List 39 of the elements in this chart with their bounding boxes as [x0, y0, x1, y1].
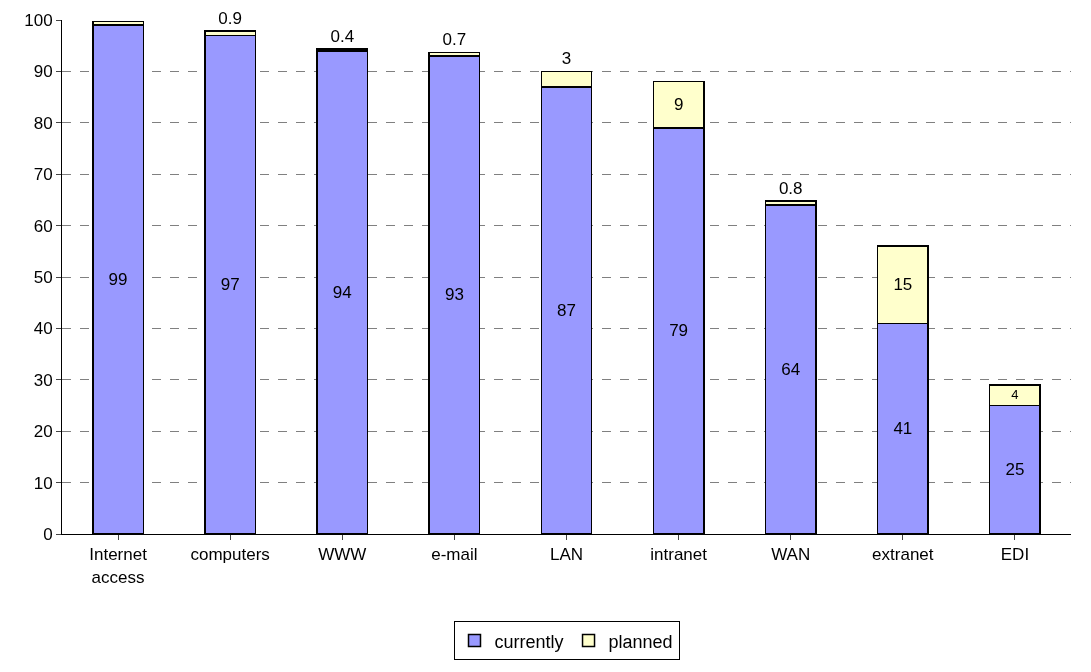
- x-tick-label: computers: [190, 545, 270, 565]
- legend-label: currently: [494, 631, 564, 652]
- y-tick-label: 70: [33, 165, 53, 185]
- data-label: 3: [561, 49, 572, 69]
- data-label: 15: [893, 275, 913, 295]
- data-label: 4: [1011, 387, 1019, 403]
- data-label: 41: [893, 419, 913, 439]
- data-label: 0.7: [442, 30, 467, 50]
- y-tick-label: 50: [33, 267, 53, 287]
- data-label: 97: [220, 275, 240, 295]
- y-tick-label: 60: [33, 216, 53, 236]
- y-tick-label: 30: [33, 370, 53, 390]
- x-tick-label: EDI: [1000, 545, 1030, 565]
- data-label: 87: [557, 300, 576, 320]
- data-label: 94: [332, 282, 352, 302]
- x-tick-label: WWW: [318, 545, 367, 565]
- data-label: 79: [669, 321, 689, 341]
- data-label: 9: [673, 95, 684, 115]
- data-label: 99: [108, 270, 128, 290]
- y-tick-label: 20: [33, 422, 53, 442]
- legend-label: planned: [608, 631, 673, 652]
- x-tick-label: e-mail: [431, 545, 478, 565]
- x-tick-label: extranet: [872, 545, 934, 565]
- data-label: 25: [1005, 460, 1025, 480]
- y-tick-label: 40: [33, 319, 53, 339]
- data-label: 0.8: [778, 178, 803, 198]
- y-tick-label: 0: [43, 524, 53, 544]
- data-label: 93: [444, 285, 464, 305]
- x-tick-label: Internet access: [89, 545, 148, 587]
- y-tick-label: 10: [33, 473, 53, 493]
- data-label: 0.9: [218, 8, 242, 28]
- y-tick-label: 100: [24, 10, 53, 30]
- y-tick-label: 90: [33, 62, 53, 82]
- x-tick-label: LAN: [549, 545, 584, 565]
- data-label: 64: [781, 360, 801, 380]
- x-tick-label: WAN: [771, 545, 811, 565]
- data-label: 0.4: [330, 26, 355, 46]
- y-tick-label: 80: [33, 113, 53, 133]
- x-tick-label: intranet: [650, 545, 708, 565]
